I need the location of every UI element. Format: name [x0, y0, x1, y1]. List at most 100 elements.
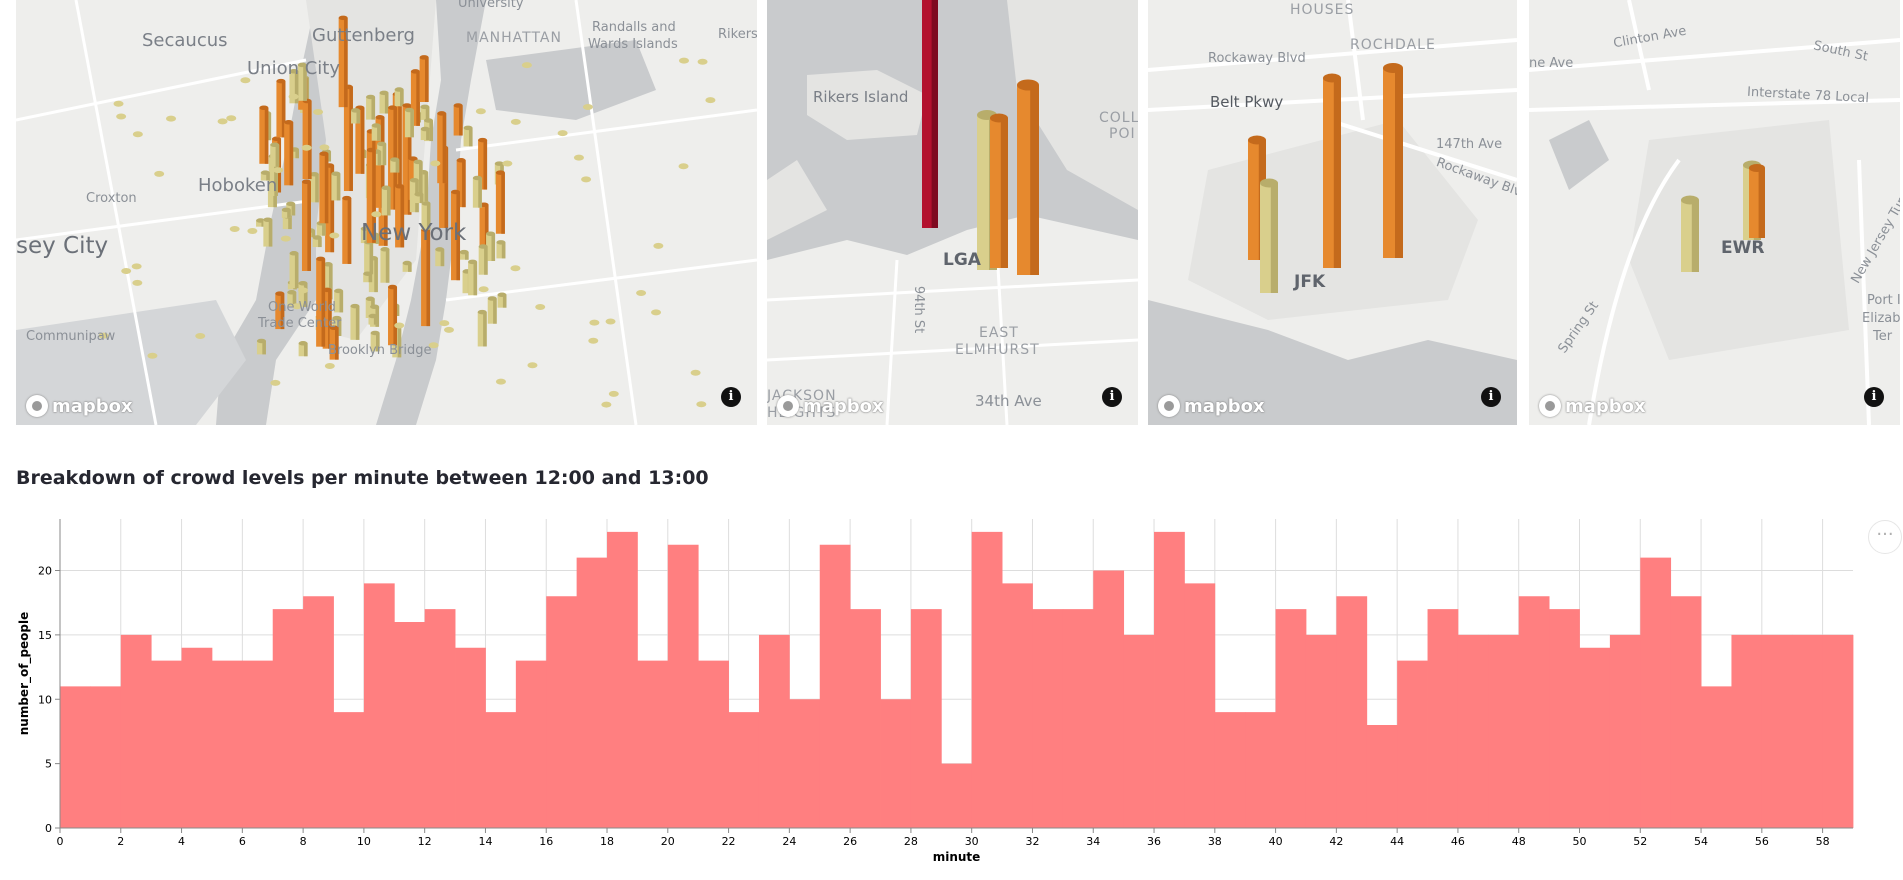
bar — [211, 660, 243, 828]
density-hex — [478, 286, 489, 293]
density-column — [390, 157, 400, 173]
density-hex — [298, 287, 309, 294]
density-hex — [291, 303, 302, 310]
map-label: LGA — [943, 250, 981, 270]
x-tick-label: 16 — [539, 835, 553, 848]
density-column — [334, 288, 344, 313]
bar — [819, 544, 851, 828]
bar — [1609, 634, 1641, 828]
density-hex — [113, 100, 124, 107]
density-hex — [98, 332, 109, 339]
bar — [637, 660, 669, 828]
map-label: University — [458, 0, 524, 11]
bar — [515, 660, 547, 828]
bar — [1366, 725, 1398, 828]
density-column — [370, 330, 380, 352]
bar — [880, 699, 912, 828]
density-hex — [678, 57, 689, 64]
density-hex — [601, 401, 612, 408]
density-column — [497, 292, 507, 308]
bar — [1701, 686, 1732, 828]
density-hex — [195, 333, 206, 340]
map-label: Communipaw — [26, 329, 116, 344]
density-column — [477, 309, 487, 347]
density-column — [284, 120, 294, 186]
mapbox-logo-icon — [777, 395, 799, 417]
density-hex — [273, 167, 284, 174]
density-hex — [217, 118, 228, 125]
density-hex — [240, 77, 251, 84]
map-canvas-newark[interactable] — [1529, 0, 1900, 425]
map-panel-newark[interactable]: Clinton Ave South St ne Ave Interstate 7… — [1529, 0, 1900, 425]
bar — [333, 712, 365, 828]
bar — [151, 660, 182, 828]
bar — [1123, 634, 1155, 828]
density-hex — [280, 235, 291, 242]
density-column — [421, 201, 431, 230]
x-tick-label: 8 — [300, 835, 307, 848]
crowd-level-bar-chart: 0 2 4 6 8 10 12 14 16 18 20 22 24 26 28 30 32 34 36 38 40 42 4… — [17, 519, 1854, 864]
density-column — [256, 338, 266, 355]
density-column — [414, 191, 424, 204]
density-hex — [581, 176, 592, 183]
map-label: Randalls and — [592, 20, 676, 35]
chart-menu-icon[interactable]: ··· — [1868, 520, 1902, 554]
density-column — [435, 247, 445, 267]
density-columns — [1681, 160, 1765, 272]
map-label: Port I — [1867, 293, 1900, 308]
bar — [394, 622, 426, 828]
x-tick-label: 52 — [1633, 835, 1647, 848]
map-panel-jfk[interactable]: HOUSES ROCHDALE Rockaway Blvd Belt Pkwy … — [1148, 0, 1517, 425]
mapbox-logo[interactable]: mapbox — [26, 395, 133, 417]
map-canvas-laguardia[interactable] — [767, 0, 1138, 425]
map-label: 94th St — [911, 285, 927, 334]
density-column — [331, 171, 341, 201]
info-icon[interactable]: i — [1102, 387, 1122, 407]
map-canvas-jfk[interactable] — [1148, 0, 1517, 425]
x-tick-label: 14 — [478, 835, 492, 848]
mapbox-logo[interactable]: mapbox — [777, 395, 884, 417]
density-hex — [636, 290, 647, 297]
density-hex — [147, 352, 158, 359]
density-hex — [132, 279, 143, 286]
density-column — [478, 244, 488, 275]
density-column — [275, 291, 285, 330]
x-tick-label: 6 — [239, 835, 246, 848]
density-column — [289, 69, 299, 104]
map-label: EWR — [1721, 238, 1765, 258]
map-label: New York — [361, 220, 467, 246]
info-icon[interactable]: i — [1864, 387, 1884, 407]
map-label: COLL — [1099, 110, 1138, 126]
density-column — [289, 251, 299, 289]
y-axis-label: number_of_people — [17, 612, 32, 736]
x-tick-label: 12 — [418, 835, 432, 848]
mapbox-logo-icon — [26, 395, 48, 417]
density-column — [350, 303, 360, 340]
x-tick-label: 2 — [117, 835, 124, 848]
density-column — [496, 240, 506, 259]
mapbox-logo[interactable]: mapbox — [1539, 395, 1646, 417]
map-panel-manhattan[interactable]: Secaucus Guttenberg Union City Randalls … — [16, 0, 757, 425]
map-canvas-manhattan[interactable] — [16, 0, 757, 425]
map-label: Rikers Island — [813, 88, 909, 106]
info-icon[interactable]: i — [1481, 387, 1501, 407]
density-column — [381, 185, 391, 216]
density-hex — [589, 319, 600, 326]
density-hex — [430, 160, 441, 167]
x-tick-label: 20 — [661, 835, 675, 848]
bar — [1032, 609, 1064, 828]
map-label: Guttenberg — [312, 25, 415, 46]
bar — [1822, 634, 1854, 828]
map-panel-laguardia[interactable]: Rikers Island COLL POI LGA 94th St EAST … — [767, 0, 1138, 425]
x-tick-label: 40 — [1269, 835, 1283, 848]
x-tick-label: 36 — [1147, 835, 1161, 848]
density-hex — [573, 154, 584, 161]
bar — [455, 647, 486, 828]
density-column — [495, 170, 505, 234]
mapbox-logo[interactable]: mapbox — [1158, 395, 1265, 417]
density-column — [453, 103, 463, 136]
density-column — [323, 262, 333, 300]
density-hex — [705, 97, 716, 104]
density-column — [302, 98, 312, 180]
info-icon[interactable]: i — [721, 387, 741, 407]
